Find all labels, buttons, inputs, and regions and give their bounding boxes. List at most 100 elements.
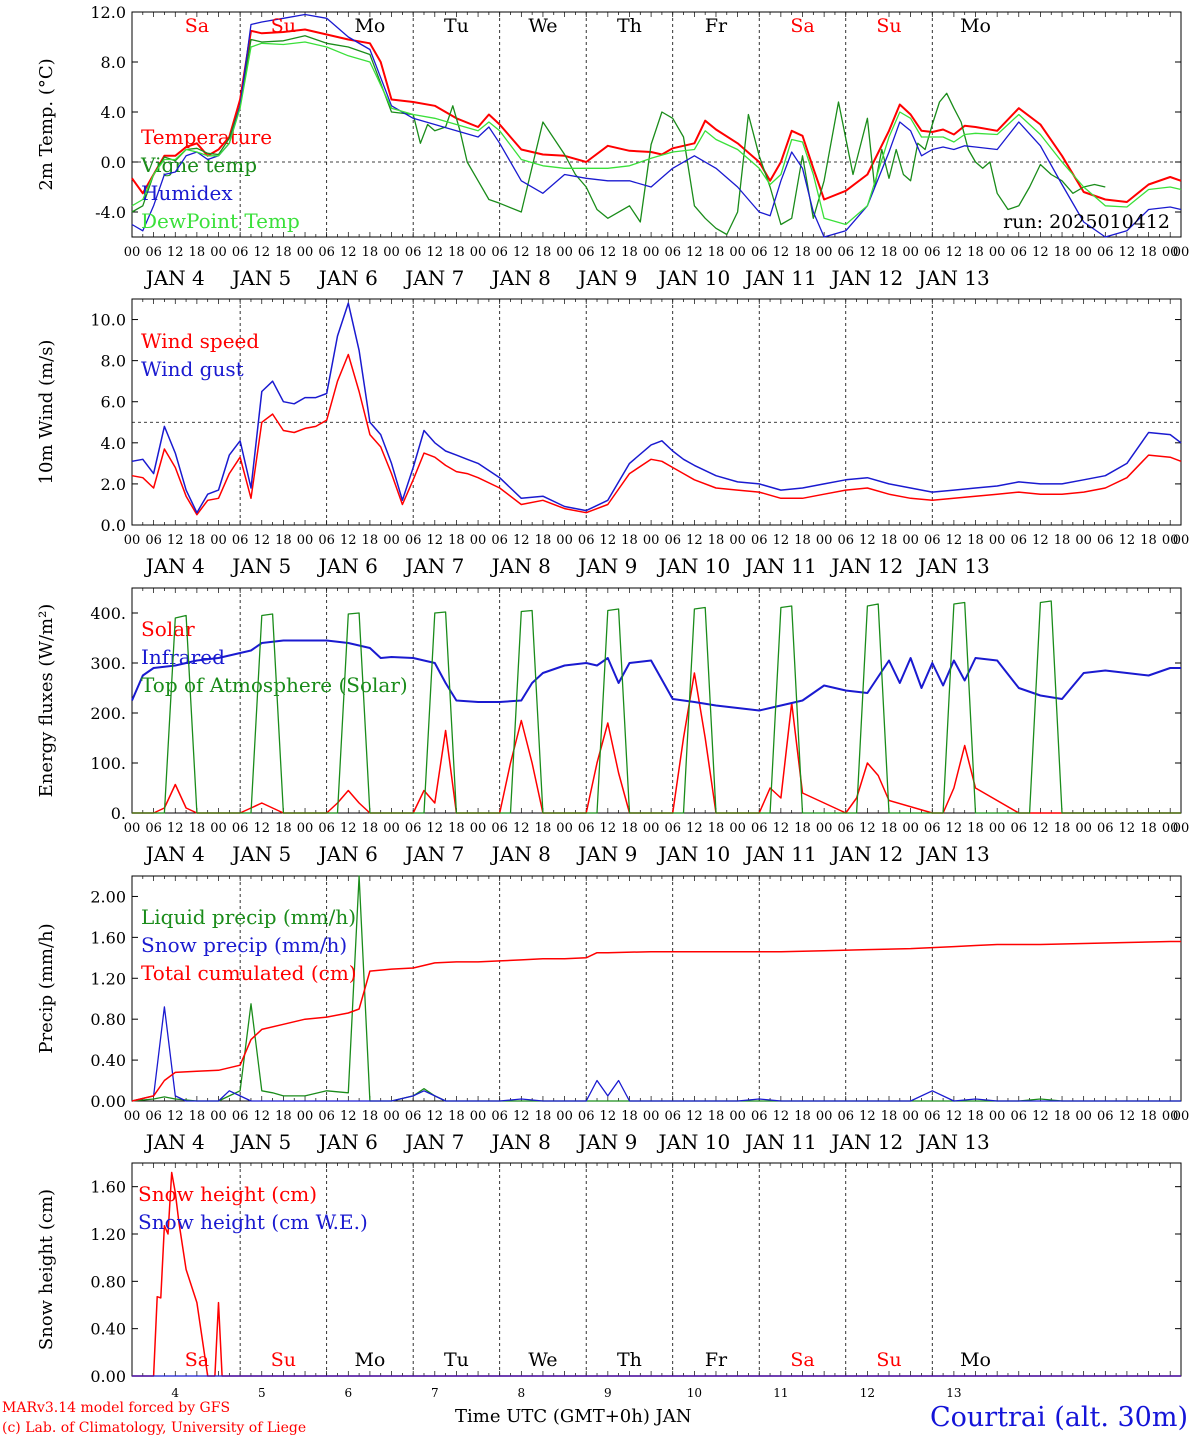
hour-tick-label: 12 <box>1119 245 1136 260</box>
legend-entry: Snow precip (mm/h) <box>141 933 347 957</box>
hour-tick-label: 06 <box>318 533 335 548</box>
hour-tick-label: 12 <box>340 821 357 836</box>
hour-tick-label: 00 <box>556 533 573 548</box>
weekday-label: Su <box>876 15 901 37</box>
hour-tick-label: 18 <box>881 245 898 260</box>
hour-tick-label: 06 <box>1097 821 1114 836</box>
hour-tick-label: 06 <box>924 245 941 260</box>
hour-tick-label: 06 <box>924 821 941 836</box>
series-line-dewpoint-temp <box>131 41 1182 226</box>
hour-tick-label: 00 <box>383 1109 400 1124</box>
date-label: JAN 12 <box>829 554 903 578</box>
weekday-label: Fr <box>705 15 728 37</box>
hour-tick-label: 12 <box>513 1109 530 1124</box>
weekday-label: Mo <box>960 15 991 37</box>
weekday-label: Tu <box>444 1349 469 1371</box>
hour-tick-label: 00 <box>1162 245 1179 260</box>
hour-tick-label: 18 <box>621 1109 638 1124</box>
hour-tick-label: 06 <box>145 533 162 548</box>
legend-entry: Infrared <box>141 645 225 669</box>
chart-panel-5: 0.00 0.40 0.80 1.20 1.60 Snow height (cm) Snow… <box>36 1162 1182 1400</box>
weekday-label: Su <box>271 1349 296 1371</box>
hour-tick-label: 18 <box>794 1109 811 1124</box>
hour-tick-label: 06 <box>318 1109 335 1124</box>
hour-tick-label: 18 <box>794 245 811 260</box>
hour-tick-label: 12 <box>1032 533 1049 548</box>
hour-tick-label: 06 <box>405 533 422 548</box>
hour-tick-label: 00 <box>902 1109 919 1124</box>
y-tick-label: 8.0 <box>101 352 126 371</box>
date-label: JAN 11 <box>743 266 817 290</box>
hour-tick-label: 18 <box>794 821 811 836</box>
hour-tick-label: 06 <box>1011 1109 1028 1124</box>
series-line-top-of-atmosphere-solar- <box>132 600 1181 814</box>
weekday-label: We <box>528 1349 557 1371</box>
legend-entry: Snow height (cm W.E.) <box>138 1210 368 1234</box>
hour-tick-label: 18 <box>1054 245 1071 260</box>
hour-tick-label: 00 <box>1162 1109 1179 1124</box>
date-label: JAN 4 <box>144 842 205 866</box>
hour-tick-label: 06 <box>405 1109 422 1124</box>
hour-tick-label: 06 <box>1097 245 1114 260</box>
hour-tick-label: 00 <box>1173 533 1190 548</box>
date-label: JAN 10 <box>656 554 730 578</box>
hour-tick-label: 06 <box>837 1109 854 1124</box>
y-tick-label: 2.00 <box>90 887 126 906</box>
day-number-label: 4 <box>171 1386 179 1400</box>
hour-tick-label: 18 <box>275 821 292 836</box>
hour-tick-label: 12 <box>773 1109 790 1124</box>
date-label: JAN 5 <box>230 266 291 290</box>
series-line-snow-precip-mm-h- <box>131 1006 1181 1102</box>
date-label: JAN 8 <box>490 1130 551 1154</box>
hour-tick-label: 00 <box>816 533 833 548</box>
hour-tick-label: 00 <box>470 1109 487 1124</box>
date-label: JAN 6 <box>317 554 378 578</box>
hour-tick-label: 12 <box>600 1109 617 1124</box>
day-number-label: 10 <box>687 1386 702 1400</box>
date-label: JAN 9 <box>576 554 637 578</box>
hour-tick-label: 18 <box>448 1109 465 1124</box>
y-tick-label: 400. <box>90 604 126 623</box>
hour-tick-label: 06 <box>232 533 249 548</box>
hour-tick-label: 06 <box>751 245 768 260</box>
lab-credit: (c) Lab. of Climatology, University of L… <box>2 1420 307 1436</box>
hour-tick-label: 18 <box>967 245 984 260</box>
date-label: JAN 7 <box>403 554 464 578</box>
hour-tick-label: 06 <box>491 821 508 836</box>
hour-tick-label: 00 <box>1162 821 1179 836</box>
hour-tick-label: 12 <box>167 1109 184 1124</box>
model-credit: MARv3.14 model forced by GFS <box>2 1400 231 1416</box>
hour-tick-label: 18 <box>275 533 292 548</box>
hour-tick-label: 18 <box>362 533 379 548</box>
date-label: JAN 4 <box>144 554 205 578</box>
hour-tick-label: 12 <box>1032 1109 1049 1124</box>
hour-tick-label: 00 <box>124 533 141 548</box>
y-tick-label: 10.0 <box>90 311 126 330</box>
y-tick-label: 100. <box>90 754 126 773</box>
day-number-label: 7 <box>431 1386 439 1400</box>
weekday-label: Tu <box>444 15 469 37</box>
hour-tick-label: 00 <box>1075 821 1092 836</box>
hour-tick-label: 00 <box>643 1109 660 1124</box>
hour-tick-label: 06 <box>318 245 335 260</box>
legend-entry: Liquid precip (mm/h) <box>141 905 356 929</box>
day-number-label: 13 <box>946 1386 961 1400</box>
y-tick-label: 0.0 <box>101 153 126 172</box>
hour-tick-label: 18 <box>967 1109 984 1124</box>
run-label: run: 2025010412 <box>1003 211 1170 233</box>
hour-tick-label: 06 <box>1011 533 1028 548</box>
hour-tick-label: 06 <box>664 1109 681 1124</box>
hour-tick-label: 12 <box>859 533 876 548</box>
hour-tick-label: 06 <box>491 245 508 260</box>
hour-tick-label: 00 <box>556 821 573 836</box>
day-number-label: 11 <box>773 1386 788 1400</box>
date-label: JAN 5 <box>230 1130 291 1154</box>
hour-tick-label: 06 <box>837 821 854 836</box>
date-label: JAN 10 <box>656 1130 730 1154</box>
y-tick-label: 4.0 <box>101 434 126 453</box>
hour-tick-label: 12 <box>946 533 963 548</box>
hour-tick-label: 12 <box>1119 533 1136 548</box>
legend-entry: Wind gust <box>141 357 244 381</box>
hour-tick-label: 18 <box>881 1109 898 1124</box>
hour-tick-label: 18 <box>1054 533 1071 548</box>
